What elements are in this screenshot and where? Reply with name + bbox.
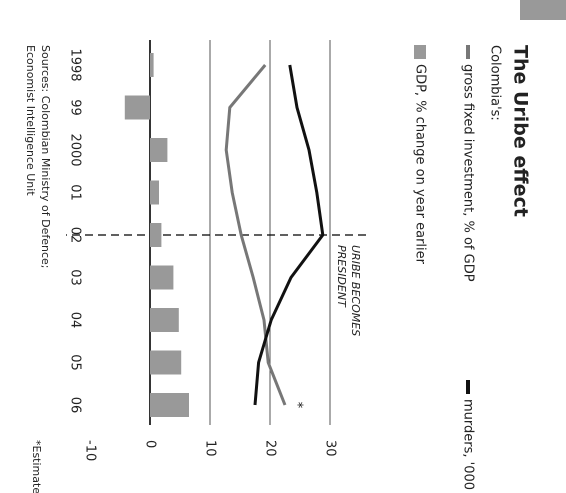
legend-label: gross fixed investment, % of GDP <box>461 64 476 282</box>
source: Sources: Colombian Ministry of Defence; <box>39 45 52 269</box>
bar <box>149 223 162 247</box>
annotation: URIBE BECOMES <box>349 245 362 336</box>
y-tick-label: -10 <box>83 440 98 461</box>
corner-band <box>520 0 566 20</box>
x-tick-label: 99 <box>68 99 83 116</box>
legend-swatch <box>466 380 470 394</box>
bar <box>150 53 154 77</box>
source: Economist Intelligence Unit <box>24 45 37 196</box>
estimate-marker: * <box>290 402 305 409</box>
x-tick-label: 02 <box>68 227 83 244</box>
x-tick-label: 1998 <box>68 48 83 81</box>
subtitle: Colombia's: <box>488 45 503 121</box>
bar <box>149 265 174 290</box>
footnote: *Estimate <box>30 440 43 493</box>
bar <box>150 180 159 205</box>
x-tick-label: 04 <box>68 312 83 329</box>
legend-label: murders, '000 <box>461 399 476 490</box>
bar <box>150 350 182 375</box>
line <box>253 64 325 406</box>
line <box>224 64 287 406</box>
legend-swatch <box>414 45 426 59</box>
legend-swatch <box>466 45 470 59</box>
y-tick-label: 10 <box>203 440 218 457</box>
chart-title: The Uribe effect <box>510 45 532 217</box>
y-tick-label: 20 <box>263 440 278 457</box>
legend-label: GDP, % change on year earlier <box>413 64 428 265</box>
annotation: PRESIDENT <box>335 245 348 308</box>
y-tick-label: 0 <box>143 440 158 448</box>
x-tick-label: 2000 <box>68 133 83 166</box>
bar <box>149 138 168 162</box>
y-tick-label: 30 <box>323 440 338 457</box>
rotated-chart: The Uribe effect Colombia's: URIBE BECOM… <box>24 0 566 493</box>
x-tick-label: 05 <box>68 354 83 371</box>
x-tick-label: 06 <box>68 397 83 414</box>
x-tick-label: 01 <box>68 184 83 201</box>
bar <box>124 95 150 120</box>
x-tick-label: 03 <box>68 269 83 286</box>
bar <box>149 308 179 332</box>
bar <box>150 393 189 417</box>
